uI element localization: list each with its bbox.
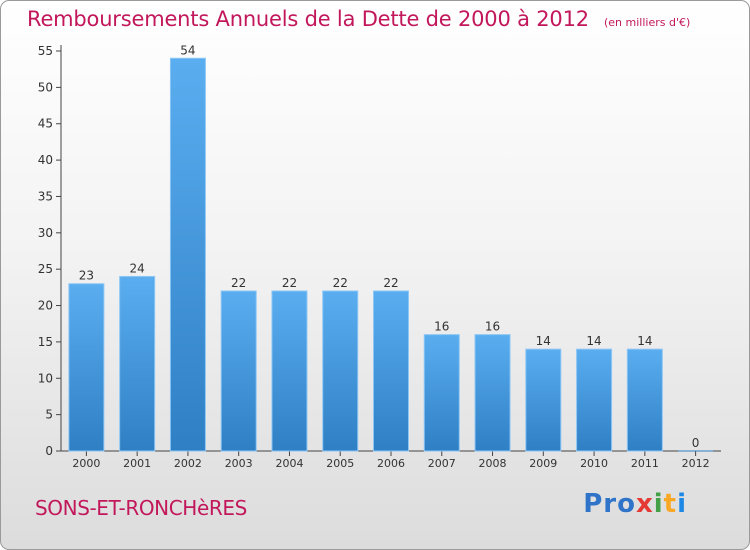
x-tick-label: 2010 <box>580 457 608 470</box>
x-tick-label: 2008 <box>479 457 507 470</box>
y-tick-label: 35 <box>38 189 53 203</box>
logo-part-pro: Pro <box>583 489 636 519</box>
y-tick-label: 15 <box>38 335 53 349</box>
bar-value-label: 14 <box>536 334 551 348</box>
logo-part-t: t <box>663 489 678 519</box>
chart-axes: 0 5 10 15 20 25 30 35 40 45 50 55 2000 2001 2002 2003 20… <box>38 44 721 470</box>
bar-value-label: 22 <box>333 276 348 290</box>
y-tick-label: 0 <box>45 444 53 458</box>
x-tick-label: 2000 <box>72 457 100 470</box>
y-tick-label: 10 <box>38 371 53 385</box>
y-tick-label: 50 <box>38 80 53 94</box>
y-tick-label: 25 <box>38 262 53 276</box>
y-tick-label: 5 <box>45 408 53 422</box>
chart-bars <box>68 57 714 452</box>
bar <box>423 334 460 452</box>
title-row: Remboursements Annuels de la Dette de 20… <box>27 7 690 31</box>
bar-value-label: 16 <box>485 320 500 334</box>
bar-value-label: 23 <box>79 269 94 283</box>
proxiti-logo: Proxiti <box>583 489 687 519</box>
x-tick-label: 2012 <box>682 457 710 470</box>
bar <box>373 290 409 452</box>
bar <box>322 290 359 452</box>
bar <box>68 283 105 452</box>
bar-value-label: 14 <box>586 334 601 348</box>
chart-subtitle: (en milliers d'€) <box>604 16 691 29</box>
logo-part-x: x <box>635 489 654 519</box>
chart-title: Remboursements Annuels de la Dette de 20… <box>27 7 589 31</box>
bar-value-label: 0 <box>692 436 700 450</box>
y-tick-label: 40 <box>38 153 53 167</box>
y-tick-label: 45 <box>38 117 53 131</box>
bar-value-label: 22 <box>231 276 246 290</box>
logo-part-i1: i <box>653 489 664 519</box>
bar-value-label: 54 <box>180 43 195 57</box>
chart-value-labels: 23 24 54 22 22 22 22 16 16 14 14 14 0 <box>79 43 700 450</box>
bar <box>271 290 308 452</box>
x-tick-label: 2005 <box>326 457 354 470</box>
x-tick-label: 2007 <box>428 457 456 470</box>
logo-part-i2: i <box>677 489 687 519</box>
x-tick-label: 2002 <box>174 457 202 470</box>
bar-value-label: 24 <box>130 261 145 275</box>
x-tick-label: 2009 <box>529 457 557 470</box>
y-tick-label: 20 <box>38 299 53 313</box>
bar <box>626 348 663 452</box>
x-tick-label: 2011 <box>631 457 659 470</box>
y-tick-label: 30 <box>38 226 53 240</box>
bar-value-label: 16 <box>434 320 449 334</box>
bar-value-label: 22 <box>282 276 297 290</box>
x-tick-label: 2004 <box>275 457 303 470</box>
commune-name: SONS-ET-RONCHèRES <box>35 496 247 520</box>
bar <box>220 290 257 452</box>
bar <box>119 275 156 452</box>
x-tick-label: 2001 <box>123 457 151 470</box>
x-tick-label: 2003 <box>225 457 253 470</box>
bar-value-label: 22 <box>383 276 398 290</box>
bar-value-label: 14 <box>637 334 652 348</box>
y-tick-label: 55 <box>38 44 53 58</box>
bar <box>525 348 562 452</box>
bar <box>576 348 613 452</box>
bar <box>169 57 206 452</box>
x-tick-label: 2006 <box>377 457 405 470</box>
bar <box>474 334 511 452</box>
